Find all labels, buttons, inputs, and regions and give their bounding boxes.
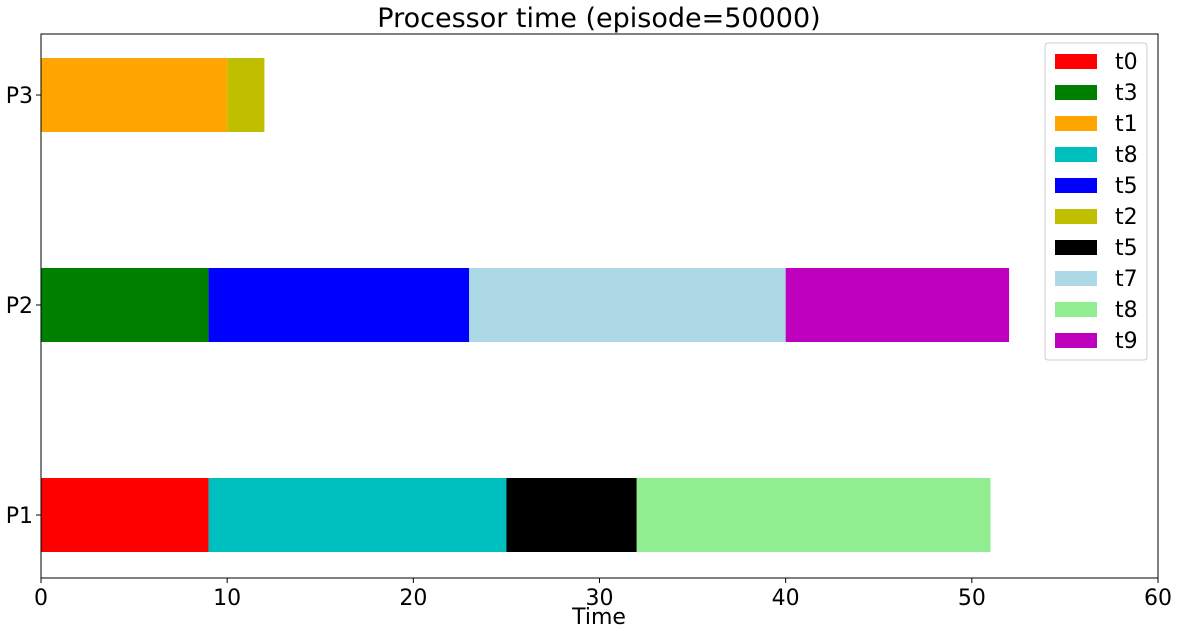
legend-swatch-t5 xyxy=(1055,240,1097,255)
x-axis-label: Time xyxy=(571,605,626,630)
bar-segment-p1-t8 xyxy=(636,478,991,552)
bar-segment-p1-t5 xyxy=(506,478,637,552)
legend-swatch-t8 xyxy=(1055,302,1097,317)
bar-segment-p2-t5 xyxy=(208,268,470,342)
legend-swatch-t3 xyxy=(1055,85,1097,100)
bar-segment-p2-t9 xyxy=(785,268,1010,342)
legend-label-t1: t1 xyxy=(1115,112,1138,137)
bar-segment-p2-t3 xyxy=(41,268,209,342)
bar-segment-p1-t0 xyxy=(41,478,209,552)
legend-label-t8: t8 xyxy=(1115,143,1138,168)
legend-swatch-t5 xyxy=(1055,178,1097,193)
x-tick-label: 0 xyxy=(34,586,48,611)
legend-label-t7: t7 xyxy=(1115,267,1138,292)
legend-swatch-t9 xyxy=(1055,333,1097,348)
y-tick-label-p3: P3 xyxy=(6,84,33,109)
legend-swatch-t2 xyxy=(1055,209,1097,224)
x-tick-label: 50 xyxy=(958,586,986,611)
x-tick-label: 40 xyxy=(772,586,800,611)
y-tick-label-p2: P2 xyxy=(6,294,33,319)
bar-segment-p2-t7 xyxy=(469,268,786,342)
legend-label-t8: t8 xyxy=(1115,298,1138,323)
legend-label-t5: t5 xyxy=(1115,174,1138,199)
legend-label-t3: t3 xyxy=(1115,81,1138,106)
legend-swatch-t1 xyxy=(1055,116,1097,131)
bar-segment-p3-t2 xyxy=(227,58,265,132)
bars-group xyxy=(41,58,1010,552)
legend-swatch-t8 xyxy=(1055,147,1097,162)
legend-label-t0: t0 xyxy=(1115,50,1138,75)
x-tick-label: 60 xyxy=(1144,586,1172,611)
x-axis: 0 10 20 30 40 50 60 xyxy=(34,578,1172,611)
y-axis: P1 P2 P3 xyxy=(6,84,41,529)
x-tick-label: 20 xyxy=(399,586,427,611)
legend: t0 t3 t1 t8 t5 t2 t5 t7 t8 t9 xyxy=(1044,42,1148,361)
x-tick-label: 10 xyxy=(213,586,241,611)
bar-segment-p3-t1 xyxy=(41,58,228,132)
legend-label-t2: t2 xyxy=(1115,205,1138,230)
legend-label-t9: t9 xyxy=(1115,329,1138,354)
y-tick-label-p1: P1 xyxy=(6,504,33,529)
legend-swatch-t0 xyxy=(1055,54,1097,69)
bar-segment-p1-t8 xyxy=(208,478,507,552)
x-tick-label: 30 xyxy=(586,586,614,611)
legend-label-t5: t5 xyxy=(1115,236,1138,261)
chart-title: Processor time (episode=50000) xyxy=(377,3,820,34)
legend-swatch-t7 xyxy=(1055,271,1097,286)
